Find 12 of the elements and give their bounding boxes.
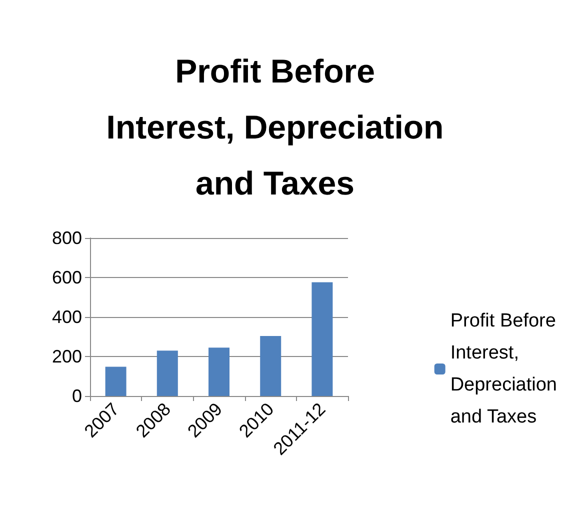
legend-label: Profit Before Interest, Depreciation and Taxes: [450, 310, 557, 428]
y-tick-label: 0: [72, 386, 82, 406]
bar: [105, 366, 126, 396]
bar: [260, 336, 282, 396]
y-tick-label: 800: [52, 228, 82, 248]
y-tick-label: 400: [52, 307, 82, 327]
bar: [312, 282, 333, 396]
bar: [156, 350, 178, 396]
y-tick-label: 600: [52, 268, 82, 288]
y-tick-label: 200: [52, 346, 82, 366]
bar: [208, 348, 230, 396]
chart-title: Profit Before Interest, Depreciation and Taxes: [106, 52, 444, 202]
